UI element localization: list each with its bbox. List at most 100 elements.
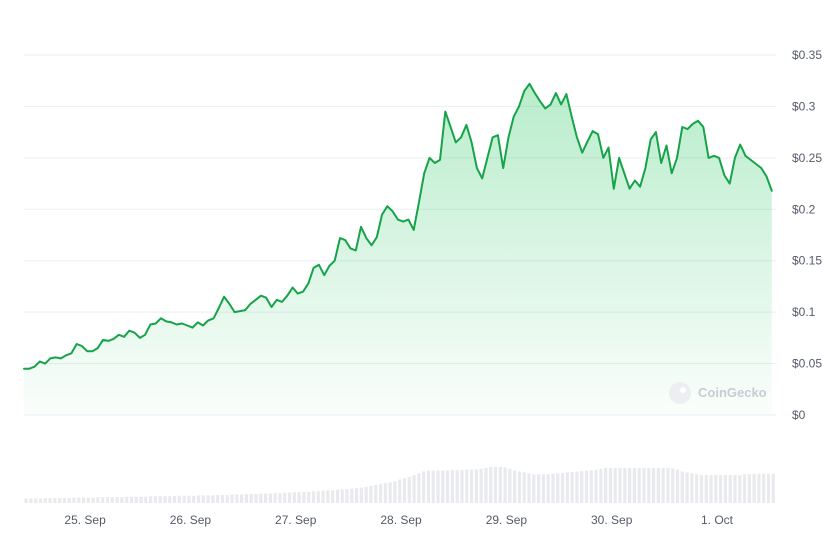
volume-bar [517, 471, 522, 503]
volume-bar [695, 474, 699, 503]
volume-bar [671, 468, 675, 503]
volume-bar [522, 472, 526, 503]
volume-bar [690, 473, 694, 503]
volume-bar [575, 471, 579, 503]
coingecko-logo-eye [680, 387, 686, 393]
volume-bar [465, 469, 469, 503]
volume-bar [340, 489, 344, 503]
volume-bar [417, 473, 421, 503]
volume-bar [647, 467, 651, 503]
volume-bar [570, 471, 574, 503]
volume-bar [196, 495, 201, 503]
volume-bar [110, 497, 114, 503]
volume-bar [86, 497, 90, 503]
volume-bar [441, 470, 445, 503]
volume-bar [608, 467, 613, 503]
volume-bar [551, 473, 555, 503]
volume-bar [503, 467, 507, 503]
volume-bars [24, 467, 775, 503]
volume-bar [134, 496, 138, 503]
volume-bar [311, 491, 316, 503]
volume-bar [685, 472, 689, 503]
volume-bar [369, 485, 373, 503]
volume-bar [398, 479, 402, 503]
volume-bar [206, 495, 210, 503]
volume-bar [699, 475, 704, 503]
y-tick-label: $0 [792, 408, 806, 422]
volume-bar [556, 473, 560, 503]
volume-bar [273, 493, 277, 503]
volume-bar [53, 498, 57, 503]
volume-bar [560, 472, 565, 503]
volume-bar [613, 467, 617, 503]
volume-bar [656, 467, 660, 503]
x-tick-label: 28. Sep [380, 513, 422, 527]
y-tick-label: $0.25 [792, 151, 822, 165]
volume-bar [244, 494, 249, 503]
volume-bar [407, 476, 411, 503]
price-line [23, 82, 773, 370]
volume-bar [747, 474, 751, 503]
volume-bar [469, 469, 474, 503]
volume-bar [738, 475, 742, 503]
volume-bar [508, 468, 512, 503]
volume-bar [120, 497, 124, 503]
volume-bar [402, 478, 407, 503]
volume-bar [72, 497, 76, 503]
volume-bar [350, 488, 354, 503]
volume-bar [766, 473, 771, 503]
volume-bar [345, 489, 349, 503]
volume-bar [67, 498, 71, 503]
volume-bar [230, 494, 234, 503]
volume-bar [378, 484, 383, 503]
volume-bar [584, 470, 589, 503]
y-axis-ticks: $0 $0.05 $0.1 $0.15 $0.2 $0.25 $0.3 $0.35 [792, 48, 822, 422]
volume-bar [632, 467, 636, 503]
volume-bar [709, 475, 713, 503]
volume-bar [527, 473, 531, 503]
volume-bar [38, 498, 43, 503]
volume-bar [240, 494, 244, 503]
volume-bar [292, 492, 296, 503]
volume-bar [115, 497, 119, 503]
volume-bar [91, 497, 95, 503]
volume-bar [321, 490, 325, 503]
volume-bar [489, 467, 493, 503]
volume-bar [263, 493, 268, 503]
volume-bar [714, 475, 718, 503]
price-area-fill [24, 83, 772, 416]
volume-bar [105, 497, 110, 503]
volume-bar [172, 495, 177, 503]
volume-bar [187, 495, 191, 503]
volume-bar [680, 471, 684, 503]
volume-bar [623, 467, 627, 503]
volume-bar [354, 488, 359, 503]
volume-bar [359, 487, 363, 503]
volume-bar [604, 467, 608, 503]
y-tick-label: $0.15 [792, 254, 822, 268]
volume-bar [287, 492, 292, 503]
volume-bar [268, 493, 272, 503]
coingecko-watermark: CoinGecko [669, 382, 767, 404]
x-tick-label: 26. Sep [170, 513, 212, 527]
volume-bar [532, 474, 536, 503]
volume-bar [704, 475, 708, 503]
volume-bar [149, 496, 153, 503]
volume-bar [163, 496, 167, 503]
volume-bar [675, 469, 680, 503]
volume-bar [618, 467, 622, 503]
volume-bar [666, 467, 670, 503]
y-tick-label: $0.1 [792, 305, 816, 319]
volume-bar [101, 497, 105, 503]
volume-bar [752, 473, 756, 503]
volume-bar [733, 475, 737, 503]
volume-bar [460, 470, 464, 503]
volume-bar [235, 494, 239, 503]
volume-bar [364, 486, 368, 503]
volume-bar [297, 492, 301, 503]
volume-bar [307, 491, 311, 503]
volume-bar [326, 490, 330, 503]
volume-bar [168, 496, 172, 503]
volume-bar [594, 469, 598, 503]
